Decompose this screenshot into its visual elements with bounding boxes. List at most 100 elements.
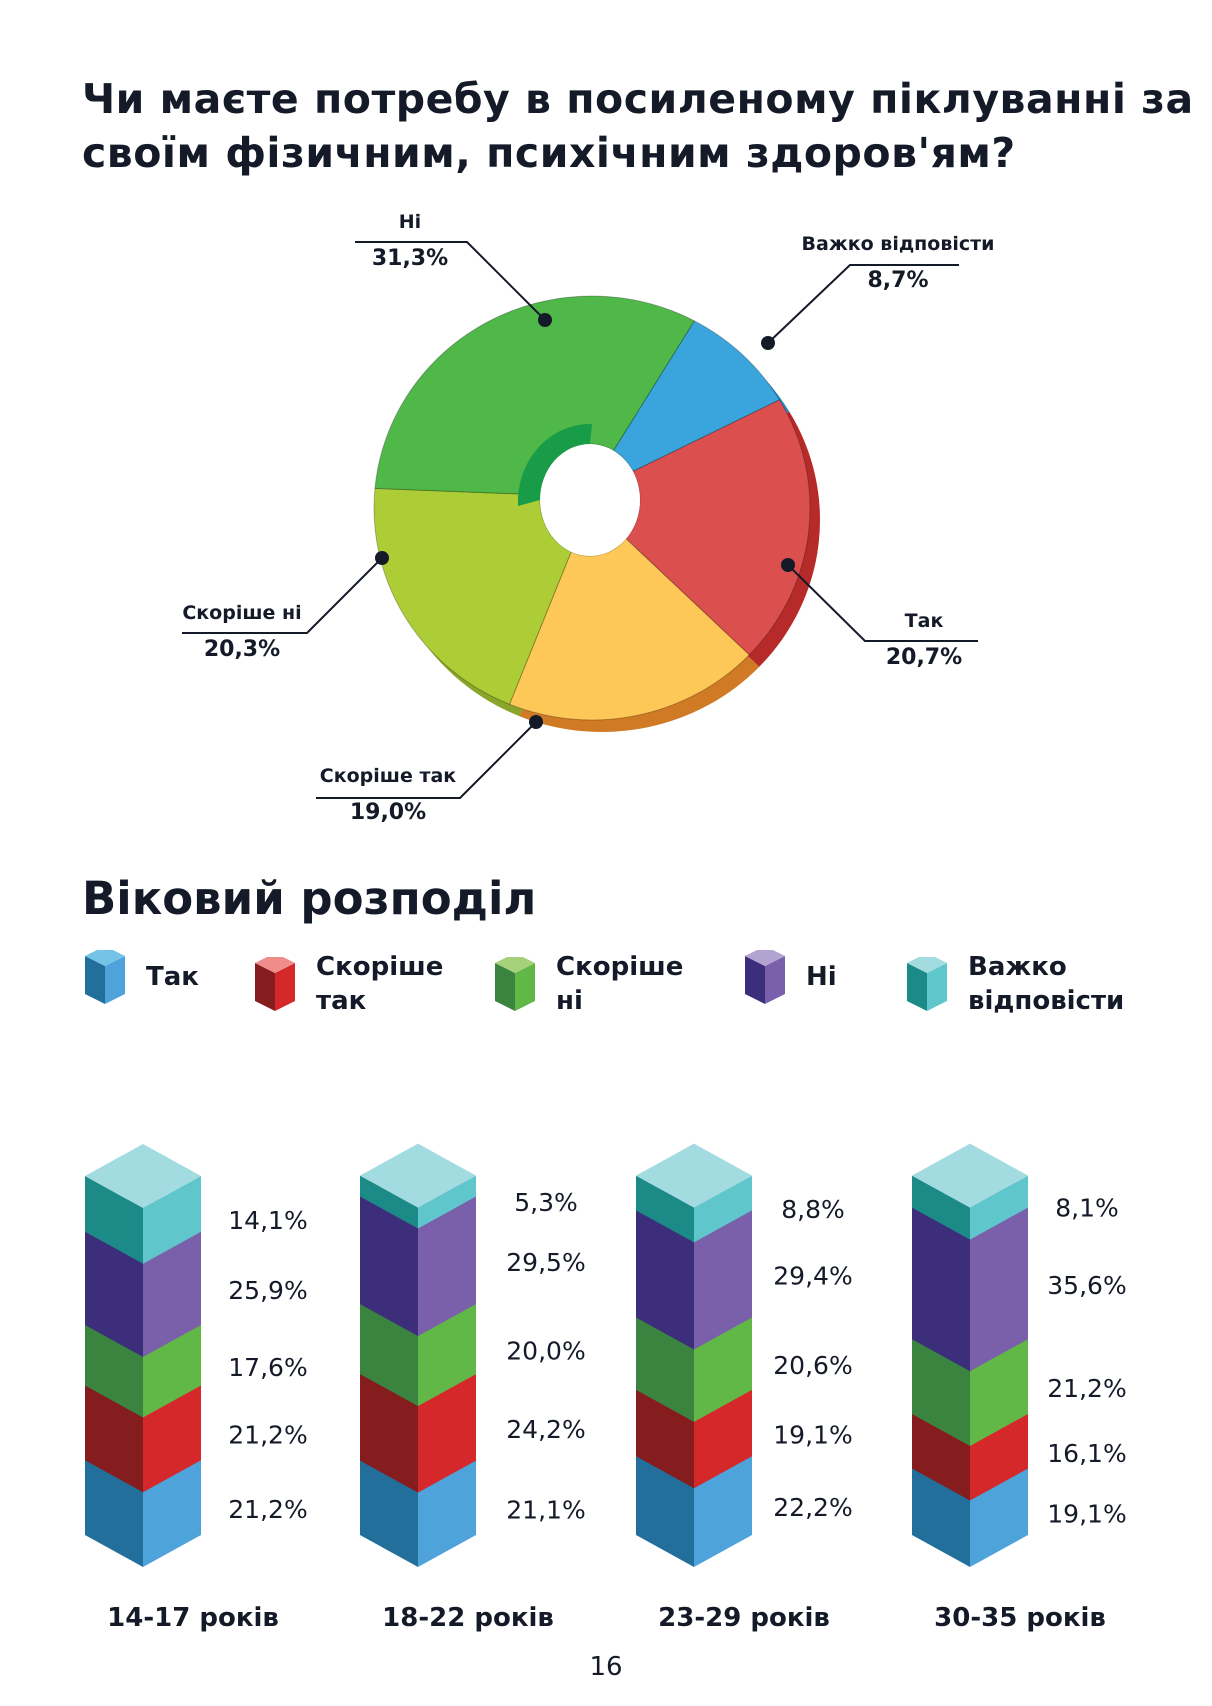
legend-cube: [907, 957, 947, 1011]
cube-right-face: [418, 1295, 476, 1407]
donut-slice: [625, 399, 811, 656]
stack-segment: [636, 1169, 752, 1350]
segment-value: 20,6%: [773, 1351, 852, 1380]
segment-value: 8,8%: [781, 1195, 845, 1224]
callout-line: [182, 557, 383, 634]
legend-item-ni: Ні: [742, 950, 837, 1004]
stack-segment: [636, 1415, 752, 1567]
legend-label: Ні: [806, 962, 837, 992]
cube-top-face: [636, 1143, 752, 1208]
cube-right-face: [515, 963, 535, 1011]
cube-top-face: [907, 957, 947, 973]
segment-value: 20,0%: [506, 1337, 585, 1366]
stack-segment: [360, 1143, 476, 1229]
cube-right-face: [970, 1198, 1028, 1372]
age-group-label: 14-17 років: [107, 1603, 279, 1633]
segment-value: 19,1%: [1047, 1499, 1126, 1528]
callout-line: [767, 264, 959, 344]
stack-segment: [912, 1166, 1028, 1372]
cube-left-face: [907, 963, 927, 1011]
legend-item-skorishe-tak: Скоріше так: [252, 950, 456, 1018]
legend-label: Так: [146, 962, 199, 992]
cube-top-face: [255, 957, 295, 973]
stack-segment: [360, 1155, 476, 1337]
age-group-label: 30-35 років: [934, 1603, 1106, 1633]
stack-segment: [85, 1144, 201, 1264]
cube-left-face: [636, 1447, 694, 1567]
cube-right-face: [927, 963, 947, 1011]
cube-top-face: [360, 1155, 476, 1220]
cube-left-face: [912, 1330, 970, 1446]
cube-left-face: [85, 1451, 143, 1567]
cube-right-face: [143, 1316, 201, 1418]
segment-value: 8,1%: [1055, 1194, 1119, 1223]
cube-top-face: [495, 957, 535, 973]
cube-top-face: [360, 1419, 476, 1484]
callout-dot: [375, 551, 389, 565]
legend-label: Скоріше ні: [556, 952, 684, 1016]
segment-value: 5,3%: [514, 1188, 578, 1217]
cube-right-face: [694, 1175, 752, 1243]
legend-label: Скоріше так: [316, 952, 444, 1016]
cube-right-face: [765, 956, 785, 1004]
stack-segment: [912, 1427, 1028, 1567]
cube-top-face: [85, 1284, 201, 1348]
callout-dot: [538, 313, 552, 327]
callout-line: [316, 721, 537, 799]
legend-item-tak: Так: [82, 950, 199, 1004]
stack-segment: [636, 1348, 752, 1489]
callout-dot: [781, 558, 795, 572]
cube-right-face: [143, 1376, 201, 1493]
segment-value: 24,2%: [506, 1415, 585, 1444]
cube-left-face: [912, 1404, 970, 1501]
cube-icon: [907, 957, 947, 1011]
segment-value: 21,2%: [228, 1420, 307, 1449]
segment-value: 19,1%: [773, 1421, 852, 1450]
segment-value: 25,9%: [228, 1276, 307, 1305]
cube-right-face: [970, 1175, 1028, 1240]
age-group-label: 23-29 років: [658, 1603, 830, 1633]
segment-value: 14,1%: [228, 1206, 307, 1235]
cube-right-face: [143, 1222, 201, 1357]
cube-right-face: [970, 1459, 1028, 1567]
cube-icon: [745, 950, 785, 1004]
cube-top-face: [636, 1348, 752, 1413]
cube-left-face: [360, 1187, 418, 1337]
cube-top-face: [636, 1276, 752, 1341]
cube-left-face: [636, 1380, 694, 1489]
slice-value: 8,7%: [867, 268, 928, 293]
cube-top-face: [85, 1144, 201, 1208]
slice-label: Важко відповісти: [802, 233, 995, 255]
cube-top-face: [360, 1263, 476, 1328]
cube-top-face: [745, 950, 785, 966]
stack-segment: [85, 1284, 201, 1418]
slice-value: 20,3%: [204, 637, 280, 662]
cube-top-face: [912, 1166, 1028, 1231]
donut-chart: Ні 31,3% Важко відповісти 8,7% Так 20,7% Скорі…: [182, 211, 995, 825]
cube-left-face: [85, 956, 105, 1004]
page-number: 16: [589, 1652, 623, 1682]
stack-segment: [85, 1190, 201, 1357]
cube-icon: [85, 950, 125, 1004]
age-group-label: 18-22 років: [382, 1603, 554, 1633]
segment-value: 17,6%: [228, 1353, 307, 1382]
cube-right-face: [970, 1330, 1028, 1446]
cube-left-face: [912, 1198, 970, 1372]
cube-left-face: [636, 1175, 694, 1243]
callout-dot: [529, 715, 543, 729]
stack-segment: [85, 1344, 201, 1493]
cube-right-face: [418, 1365, 476, 1493]
donut-hole: [540, 444, 640, 556]
slice-label: Скоріше так: [320, 765, 457, 787]
cube-left-face: [360, 1295, 418, 1407]
legend-cube: [495, 957, 535, 1011]
cube-top-face: [360, 1143, 476, 1208]
legend: Так Скоріше так Скоріше ні Ні Важко відп…: [0, 950, 1212, 1030]
cube-left-face: [360, 1365, 418, 1493]
cube-left-face: [636, 1308, 694, 1422]
cube-icon: [255, 957, 295, 1011]
cube-right-face: [694, 1308, 752, 1422]
legend-item-vazhko: Важко відповісти: [904, 950, 1148, 1018]
cube-top-face: [912, 1427, 1028, 1492]
cube-left-face: [745, 956, 765, 1004]
